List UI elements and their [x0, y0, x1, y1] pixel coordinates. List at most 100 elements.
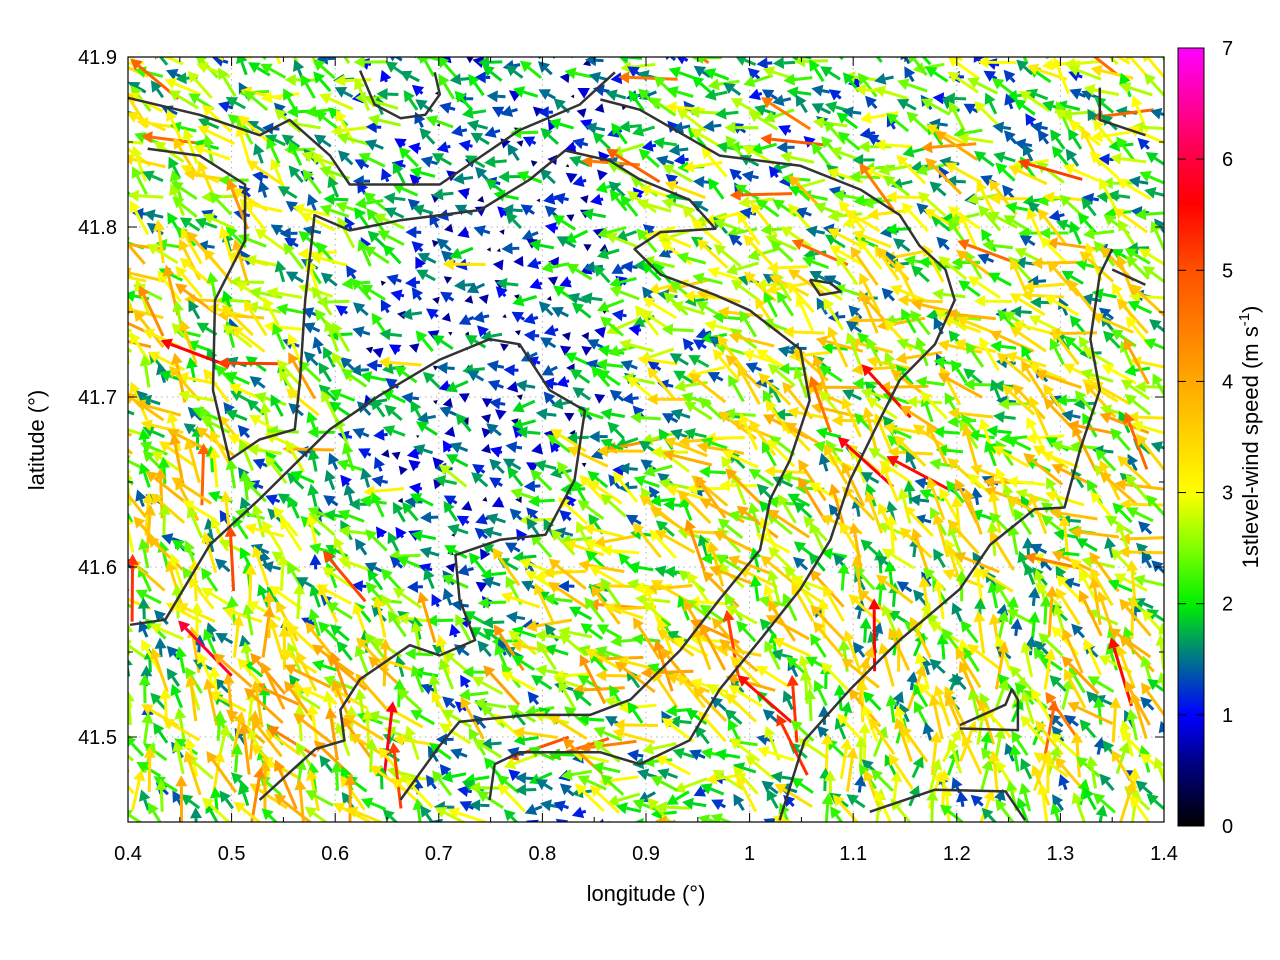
- vector-head: [452, 172, 465, 185]
- vector-shaft: [447, 366, 455, 370]
- wind-vector: [1019, 90, 1051, 113]
- wind-vector: [908, 57, 928, 77]
- vector-head: [1035, 32, 1046, 45]
- vector-shaft: [632, 396, 639, 400]
- vector-head: [496, 248, 501, 252]
- vector-shaft: [319, 78, 332, 93]
- vector-head: [112, 177, 124, 189]
- vector-shaft: [908, 75, 915, 83]
- vector-shaft: [323, 370, 332, 383]
- vector-shaft: [446, 469, 468, 488]
- vector-head: [592, 84, 605, 97]
- vector-head: [929, 458, 941, 470]
- wind-vector: [283, 242, 305, 270]
- vector-shaft: [1026, 152, 1034, 162]
- vector-head: [300, 212, 313, 224]
- vector-head: [598, 151, 610, 164]
- vector-shaft: [494, 159, 507, 164]
- vector-head: [908, 57, 919, 64]
- vector-shaft: [1059, 213, 1065, 218]
- vector-head: [202, 134, 215, 147]
- wind-vector: [457, 226, 470, 238]
- vector-head: [1054, 109, 1067, 121]
- vector-head: [354, 77, 366, 91]
- wind-vector: [735, 57, 757, 66]
- vector-head: [225, 97, 239, 108]
- wind-vector: [754, 104, 777, 116]
- wind-vector: [354, 77, 371, 112]
- vector-head: [896, 154, 909, 167]
- vector-shaft: [293, 447, 335, 452]
- vector-shaft: [955, 61, 981, 81]
- vector-shaft: [678, 71, 694, 80]
- vector-shaft: [563, 197, 569, 202]
- vector-shaft: [568, 57, 574, 59]
- vector-head: [468, 74, 480, 87]
- vector-head: [243, 90, 257, 102]
- vector-head: [995, 162, 1008, 175]
- vector-head: [820, 66, 833, 78]
- vector-shaft: [630, 364, 638, 370]
- wind-vector: [592, 84, 610, 97]
- wind-vector: [458, 393, 470, 403]
- vector-shaft: [476, 282, 486, 290]
- vector-shaft: [545, 307, 554, 317]
- vector-shaft: [547, 93, 557, 100]
- vector-shaft: [334, 197, 349, 202]
- vector-shaft: [384, 79, 388, 83]
- wind-vector: [1004, 93, 1016, 110]
- wind-vector: [142, 170, 164, 183]
- vector-shaft: [370, 375, 387, 382]
- vector-shaft: [810, 194, 828, 201]
- vector-shaft: [1038, 279, 1047, 283]
- vector-head: [932, 92, 945, 105]
- vector-head: [728, 331, 741, 344]
- vector-head: [115, 366, 126, 379]
- vector-shaft: [736, 227, 758, 235]
- vector-head: [941, 97, 955, 110]
- vector-shaft: [884, 75, 894, 81]
- vector-head: [89, 250, 101, 261]
- wind-vector: [1143, 338, 1164, 350]
- vector-head: [238, 115, 251, 127]
- vector-head: [477, 195, 485, 203]
- vector-shaft: [262, 174, 269, 179]
- vector-shaft: [1153, 342, 1164, 350]
- wind-vector: [302, 169, 322, 195]
- vector-shaft: [582, 142, 589, 147]
- wind-vector: [496, 248, 501, 252]
- vector-head: [302, 32, 313, 44]
- vector-head: [676, 108, 690, 121]
- vector-head: [1094, 44, 1107, 55]
- vector-head: [610, 72, 623, 85]
- vector-head: [96, 422, 108, 434]
- vector-shaft: [694, 432, 707, 439]
- vector-shaft: [389, 361, 422, 367]
- vector-head: [729, 188, 741, 201]
- wind-vector: [128, 347, 133, 354]
- wind-vector: [611, 122, 628, 145]
- wind-vector: [466, 119, 488, 132]
- wind-vector: [1037, 129, 1050, 145]
- vector-shaft: [908, 491, 913, 504]
- vector-head: [448, 332, 453, 336]
- wind-vector: [621, 392, 639, 405]
- vector-head: [535, 408, 548, 421]
- vector-shaft: [521, 419, 536, 426]
- vector-head: [106, 135, 117, 147]
- vector-shaft: [833, 279, 842, 286]
- wind-vector: [1069, 88, 1086, 100]
- vector-shaft: [1023, 65, 1034, 76]
- vector-shaft: [397, 510, 406, 523]
- wind-vector: [319, 204, 350, 218]
- vector-head: [832, 189, 845, 202]
- vector-shaft: [995, 62, 1000, 67]
- wind-vector: [783, 73, 813, 86]
- wind-vector: [386, 274, 402, 286]
- wind-vector: [376, 88, 399, 101]
- wind-vector: [1035, 32, 1050, 60]
- vector-head: [473, 225, 486, 237]
- vector-shaft: [423, 448, 434, 455]
- wind-vector: [688, 355, 710, 368]
- wind-vector: [782, 326, 825, 339]
